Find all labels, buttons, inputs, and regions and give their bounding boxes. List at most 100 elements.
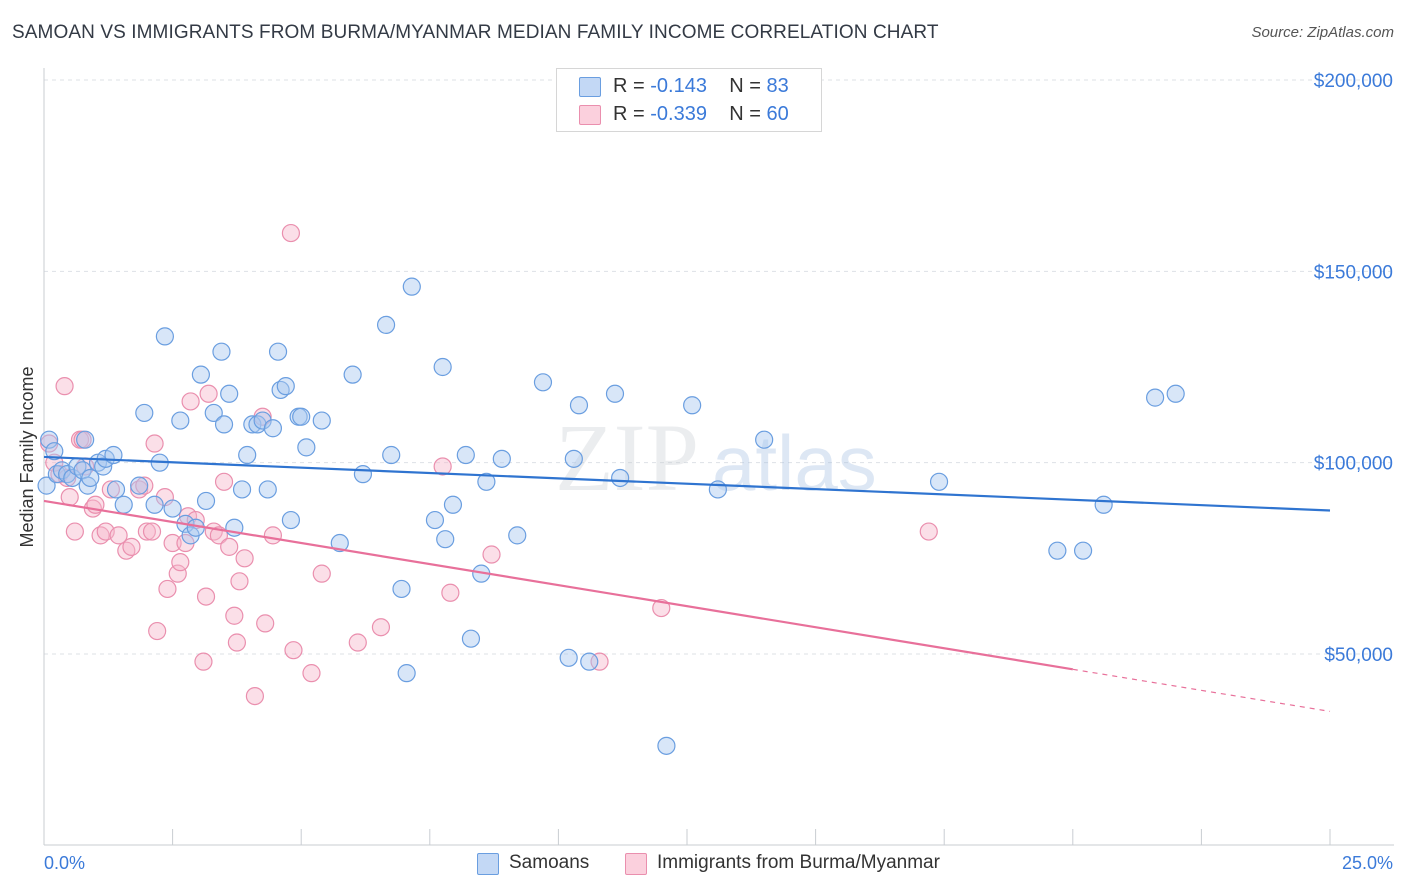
samoans-point [281, 510, 301, 530]
burma-point [230, 572, 249, 591]
burma-point [245, 686, 265, 706]
samoans-point [263, 419, 283, 438]
samoans-point [212, 342, 231, 361]
watermark-zip: ZIP [555, 404, 699, 511]
samoans-point [683, 396, 702, 415]
burma-point [281, 223, 301, 243]
legend-n-value: 60 [766, 103, 789, 125]
samoans-point [232, 480, 252, 499]
burma-point [158, 579, 177, 599]
burma-point [137, 522, 156, 541]
burma-point [652, 598, 671, 618]
samoans-point [40, 430, 59, 449]
legend-swatch-burma [579, 105, 601, 125]
y-tick-label: $200,000 [1314, 71, 1393, 92]
samoans-point [238, 445, 257, 465]
samoans-point [343, 365, 362, 384]
samoans-point [443, 495, 463, 514]
samoans-point [196, 491, 216, 511]
legend-r-label: R = [613, 103, 645, 125]
correlation-legend: R = -0.143 N = 83 R = -0.339 N = 60 [556, 68, 822, 132]
samoans-point [477, 472, 496, 491]
burma-point [371, 618, 391, 637]
burma-point [199, 384, 218, 403]
samoans-point [276, 377, 295, 396]
legend-r-label: R = [613, 75, 645, 97]
samoans-point [580, 652, 599, 671]
samoans-point [708, 480, 727, 499]
samoans-point [376, 315, 396, 335]
legend-swatch-samoans [579, 77, 601, 97]
samoans-point [45, 442, 64, 461]
axes [43, 68, 1394, 846]
burma-trend-line [43, 499, 1073, 671]
samoans-point [425, 510, 445, 530]
grid-lines [44, 79, 1394, 655]
samoans-point [559, 648, 578, 667]
samoans-point [461, 629, 481, 648]
burma-point [214, 472, 234, 491]
burma-point [148, 621, 167, 641]
burma-point [919, 522, 938, 541]
legend-r-value: -0.339 [650, 103, 707, 125]
source-label: Source: ZipAtlas.com [1251, 24, 1394, 41]
watermark-atlas: atlas [712, 419, 877, 507]
burma-point [348, 633, 367, 652]
y-tick-label: $150,000 [1314, 262, 1393, 283]
samoans-point [243, 415, 262, 434]
samoans-point [1073, 541, 1093, 560]
samoans-point [106, 480, 126, 499]
series-legend: Samoans Immigrants from Burma/Myanmar [0, 852, 1406, 878]
samoans-point [130, 476, 149, 495]
burma-point [181, 392, 200, 411]
burma-point [122, 537, 141, 556]
samoans-point [114, 495, 133, 514]
samoans-point [297, 438, 316, 457]
y-axis-label: Median Family Income [17, 366, 37, 547]
legend-n-value: 83 [766, 75, 789, 97]
samoans-point [135, 403, 154, 423]
burma-point [109, 526, 128, 545]
burma-point [225, 606, 244, 625]
samoans-point [611, 468, 630, 488]
burma-point [235, 549, 254, 568]
samoans-point [397, 664, 416, 683]
burma-point [171, 553, 190, 572]
samoans-point [204, 403, 223, 423]
burma-point [302, 664, 321, 683]
watermark: ZIP atlas [555, 404, 877, 511]
samoans-point [533, 373, 553, 392]
trend-lines [43, 455, 1331, 712]
burma-point [163, 533, 182, 553]
burma-point [227, 633, 246, 652]
x-tick-label: 25.0% [1342, 853, 1393, 873]
samoans-point [220, 384, 239, 403]
samoans-point [76, 430, 95, 449]
samoans-point [392, 579, 411, 599]
samoans-point [81, 468, 100, 488]
legend-label-samoans: Samoans [509, 852, 590, 873]
samoans-point [353, 465, 373, 484]
samoans-point [214, 415, 234, 434]
samoans-point [1048, 541, 1067, 560]
samoans-point [163, 499, 182, 518]
samoans-point [508, 526, 527, 545]
samoans-point [258, 480, 277, 499]
samoans-point [929, 472, 949, 491]
samoans-point [330, 533, 349, 553]
samoans-point [492, 449, 511, 468]
samoans-point [1166, 384, 1185, 403]
burma-point [194, 652, 213, 671]
samoans-point [382, 445, 401, 465]
burma-point [263, 526, 283, 545]
legend-n-label: N = [729, 75, 761, 97]
y-tick-label: $100,000 [1314, 454, 1393, 475]
burma-point [196, 587, 216, 606]
burma-point [441, 583, 460, 602]
samoans-point [569, 396, 589, 415]
samoans-point [564, 449, 583, 468]
samoans-point [1146, 388, 1165, 407]
samoans-point [292, 407, 311, 426]
burma-point [220, 537, 239, 556]
burma-point [65, 522, 84, 541]
